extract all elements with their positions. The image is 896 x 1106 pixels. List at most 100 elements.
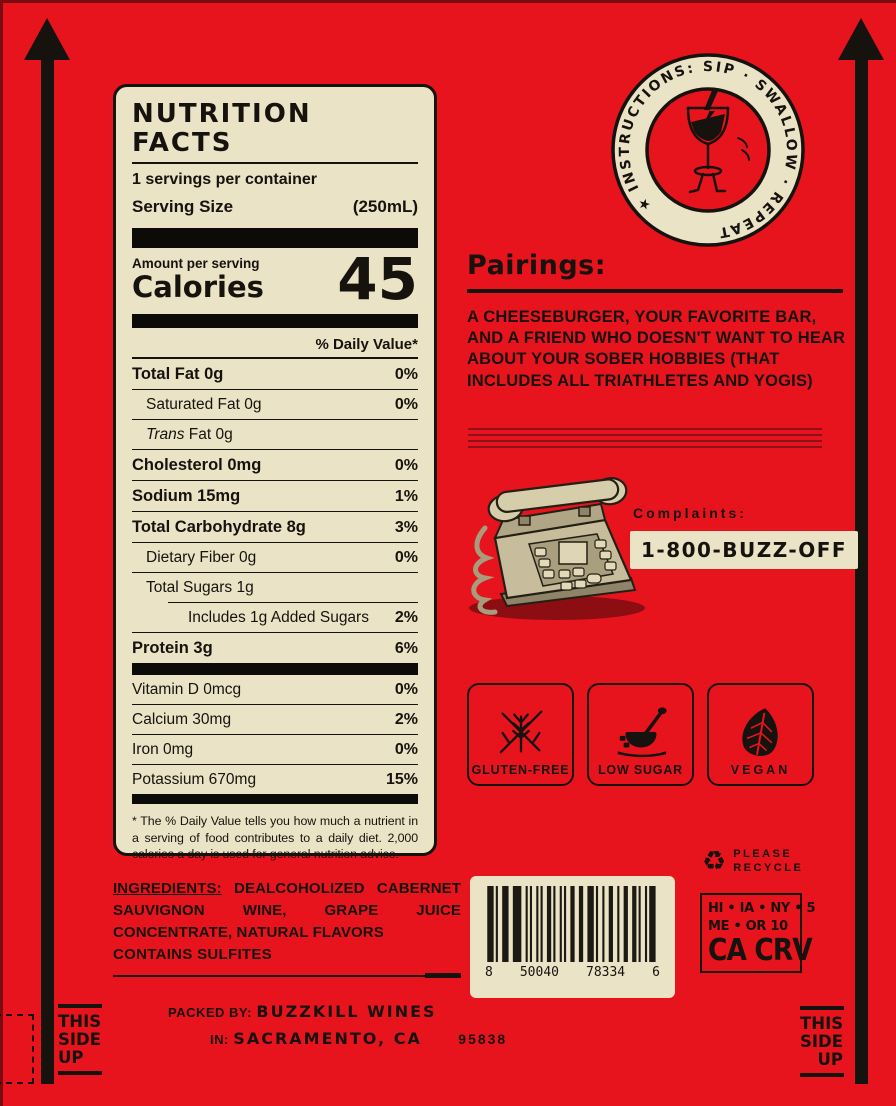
- barcode-digits: 8 50040 78334 6: [485, 965, 660, 980]
- phone-keypad: [534, 539, 617, 591]
- wheat-crossed-icon: [499, 710, 542, 754]
- pairings-section: Pairings: A CHEESEBURGER, YOUR FAVORITE …: [467, 250, 851, 392]
- amount-per-serving: Amount per serving: [132, 255, 260, 271]
- nutrient-row: Total Sugars 1g: [132, 572, 418, 602]
- calories-label: Calories: [132, 269, 264, 304]
- daily-value-header: % Daily Value*: [132, 332, 418, 359]
- telephone-illustration: [469, 477, 645, 620]
- nutrient-row: Total Fat 0g 0%: [132, 358, 418, 389]
- nutrient-row: Calcium 30mg 2%: [132, 704, 418, 734]
- serving-size-value: (250mL): [352, 197, 418, 217]
- ingredients-label: INGREDIENTS:: [113, 880, 222, 897]
- complaints-phone-number: 1-800-BUZZ-OFF: [630, 531, 859, 569]
- serving-size-row: Serving Size (250mL): [132, 197, 418, 217]
- decorative-lines: [468, 428, 822, 452]
- nutrient-row: Includes 1g Added Sugars 2%: [168, 602, 418, 632]
- badge-label: GLUTEN-FREE: [471, 763, 570, 777]
- packed-by-block: PACKED BY: BUZZKILL WINES IN: SACRAMENTO…: [168, 1002, 507, 1049]
- left-edge-line: [0, 0, 3, 1106]
- wine-glass-lightning-icon: [686, 88, 750, 194]
- ingredients-text: DEALCOHOLIZED CABERNET SAUVIGNON WINE, G…: [113, 880, 461, 941]
- servings-per-container: 1 servings per container: [132, 171, 317, 189]
- nutrient-row: Saturated Fat 0g 0%: [132, 389, 418, 419]
- nutrient-label: Sodium 15mg: [132, 486, 241, 505]
- bottle-deposit-box: HI • IA • NY • 5 ME • OR 10 CA CRV: [700, 893, 816, 973]
- badge-label: LOW SUGAR: [598, 763, 683, 777]
- divider: [113, 973, 461, 978]
- divider: [132, 162, 418, 165]
- instructions-stamp: ★ INSTRUCTIONS: SIP · SWALLOW · REPEAT: [611, 53, 805, 247]
- nutrient-value: 0%: [394, 395, 418, 413]
- nutrient-row: Vitamin D 0mcg 0%: [132, 675, 418, 704]
- leaf-icon: [741, 708, 778, 756]
- nutrient-row: Dietary Fiber 0g 0%: [132, 542, 418, 572]
- ingredients: INGREDIENTS: DEALCOHOLIZED CABERNET SAUV…: [113, 878, 461, 943]
- up-arrow-icon: [838, 18, 884, 60]
- nutrient-label: Iron 0mg: [132, 740, 194, 758]
- nutrient-label: Total Fat 0g: [132, 364, 224, 383]
- up-arrow-icon: [24, 18, 70, 60]
- nutrient-label: Calcium 30mg: [132, 710, 232, 728]
- this-side-up: THIS SIDE UP: [58, 1004, 104, 1076]
- nutrient-label: Dietary Fiber 0g: [146, 548, 257, 566]
- packed-in-label: IN:: [210, 1032, 229, 1047]
- badge-label: VEGAN: [730, 763, 791, 777]
- nutrient-row: Trans Fat 0g: [132, 419, 418, 449]
- badge-vegan: VEGAN: [707, 683, 814, 786]
- nutrient-value: 0%: [394, 548, 418, 566]
- nutrition-title: NUTRITION FACTS: [132, 99, 312, 158]
- recycle-line2: RECYCLE: [733, 861, 804, 874]
- divider: [58, 1071, 102, 1076]
- packed-in-value: SACRAMENTO, CA: [233, 1029, 422, 1048]
- nutrient-value: 0%: [394, 680, 418, 698]
- nutrient-value: 15%: [385, 770, 418, 788]
- nutrient-value: 0%: [394, 365, 418, 383]
- nutrient-label: Saturated Fat 0g: [146, 395, 262, 413]
- divider: [467, 289, 843, 293]
- serving-size-label: Serving Size: [132, 197, 234, 217]
- thick-bar: [132, 663, 418, 676]
- phone-handset: [487, 477, 628, 523]
- up-arrow-shaft: [41, 56, 54, 1084]
- deposit-states-line2: ME • OR 10: [708, 918, 788, 934]
- nutrient-value: 0%: [394, 740, 418, 758]
- nutrient-row: Sodium 15mg 1%: [132, 480, 418, 511]
- nutrient-label: Includes 1g Added Sugars: [188, 608, 369, 626]
- packed-by-value: BUZZKILL WINES: [256, 1002, 437, 1021]
- barcode-bars: [487, 886, 656, 962]
- calories-value: 45: [337, 245, 418, 314]
- pairings-body: A CHEESEBURGER, YOUR FAVORITE BAR, AND A…: [467, 307, 846, 390]
- thick-bar: [132, 228, 418, 249]
- nutrient-value: 3%: [394, 518, 418, 536]
- nutrient-value: 6%: [394, 639, 418, 657]
- badge-gluten-free: GLUTEN-FREE: [467, 683, 574, 786]
- badge-low-sugar: LOW SUGAR: [587, 683, 694, 786]
- up-arrow-shaft: [855, 56, 868, 1084]
- nutrient-row: Iron 0mg 0%: [132, 734, 418, 764]
- recycle-line1: PLEASE: [733, 848, 793, 860]
- packed-by-label: PACKED BY:: [168, 1005, 252, 1020]
- nutrient-label: Potassium 670mg: [132, 770, 257, 788]
- nutrient-row: Cholesterol 0mg 0%: [132, 449, 418, 480]
- nutrient-label: Vitamin D 0mcg: [132, 680, 242, 698]
- nutrient-row: Total Carbohydrate 8g 3%: [132, 511, 418, 542]
- divider: [58, 1004, 102, 1008]
- pairings-title: Pairings:: [467, 250, 607, 281]
- top-edge-line: [0, 0, 896, 3]
- nutrient-value: 0%: [394, 456, 418, 474]
- divider: [800, 1073, 844, 1078]
- thick-bar: [132, 794, 418, 805]
- recycle-icon: ♻: [702, 846, 727, 877]
- nutrient-value: 2%: [394, 608, 418, 626]
- diet-badges: GLUTEN-FREE LOW SUGAR: [467, 683, 814, 786]
- thick-bar: [132, 314, 418, 329]
- sugar-bowl-icon: [617, 707, 667, 758]
- daily-value-footnote: * The % Daily Value tells you how much a…: [132, 814, 418, 862]
- nutrient-row: Potassium 670mg 15%: [132, 764, 418, 794]
- divider: [800, 1006, 844, 1010]
- barcode: 8 50040 78334 6: [470, 876, 675, 998]
- packed-zip: 95838: [458, 1031, 508, 1047]
- nutrient-label: Protein 3g: [132, 638, 213, 657]
- nutrient-label: Cholesterol 0mg: [132, 455, 262, 474]
